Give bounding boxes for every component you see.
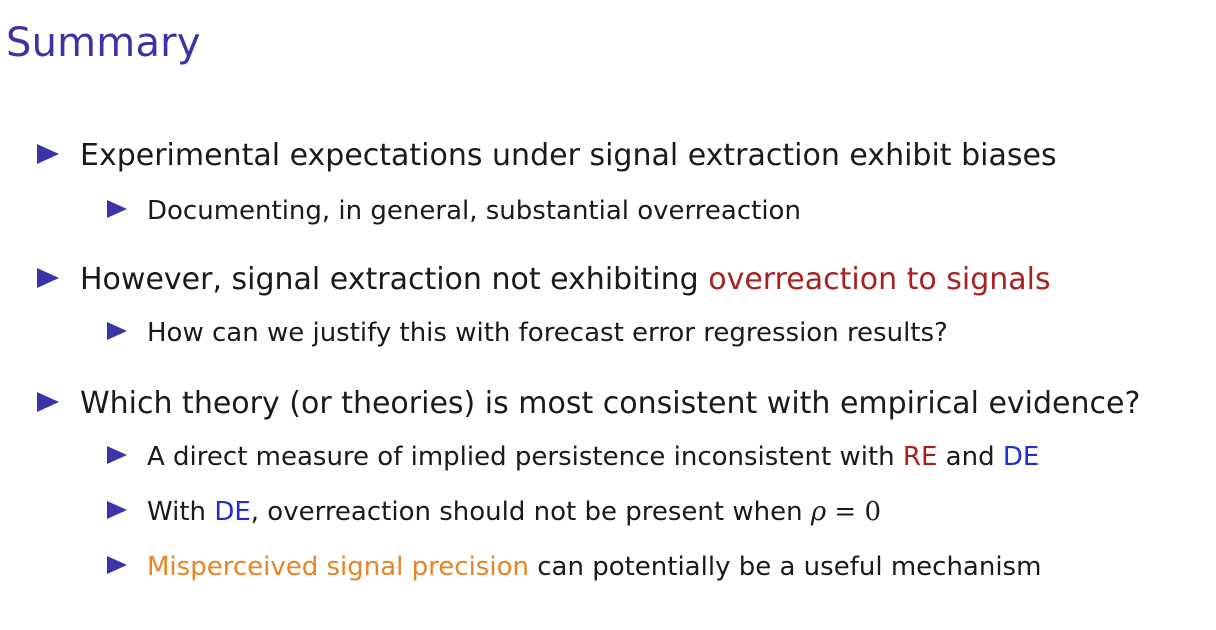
bullet-text: Which theory (or theories) is most consi…: [80, 386, 1141, 421]
triangle-right-icon: [37, 143, 59, 164]
bullet-text: A direct measure of implied persistence …: [147, 442, 903, 472]
bullet-text: Documenting, in general, substantial ove…: [147, 196, 801, 226]
subbullet-with-de: With DE, overreaction should not be pres…: [107, 497, 881, 527]
highlight-overreaction-to-signals: overreaction to signals: [708, 262, 1051, 297]
subbullet-implied-persistence: A direct measure of implied persistence …: [107, 442, 1039, 472]
highlight-de: DE: [214, 497, 251, 527]
bullet-text: With: [147, 497, 215, 527]
subbullet-justify-forecast-error: How can we justify this with forecast er…: [107, 318, 948, 348]
math-zero: 0: [864, 497, 881, 527]
subbullet-misperceived-precision: Misperceived signal precision can potent…: [107, 552, 1041, 582]
bullet-text-after: can potentially be a useful mechanism: [528, 552, 1042, 582]
bullet-experimental-expectations: Experimental expectations under signal e…: [37, 138, 1057, 173]
triangle-right-icon: [107, 321, 127, 340]
bullet-text: However, signal extraction not exhibitin…: [80, 262, 709, 297]
slide-title: Summary: [6, 20, 201, 66]
triangle-right-icon: [107, 555, 127, 574]
highlight-de: DE: [1002, 442, 1040, 472]
bullet-text: How can we justify this with forecast er…: [147, 318, 948, 348]
triangle-right-icon: [107, 199, 127, 218]
math-variable-rho: ρ: [810, 497, 827, 527]
subbullet-documenting-overreaction: Documenting, in general, substantial ove…: [107, 196, 801, 226]
bullet-text-after: , overreaction should not be present whe…: [250, 497, 811, 527]
highlight-re: RE: [902, 442, 938, 472]
triangle-right-icon: [37, 391, 59, 412]
math-equals: =: [826, 497, 865, 527]
bullet-which-theory: Which theory (or theories) is most consi…: [37, 386, 1140, 421]
triangle-right-icon: [107, 445, 127, 464]
bullet-signal-extraction: However, signal extraction not exhibitin…: [37, 262, 1051, 297]
math-rho-equals-zero: ρ = 0: [811, 497, 881, 527]
highlight-misperceived-signal-precision: Misperceived signal precision: [147, 552, 529, 582]
bullet-text-and: and: [937, 442, 1003, 472]
bullet-text: Experimental expectations under signal e…: [80, 138, 1057, 173]
triangle-right-icon: [37, 267, 59, 288]
triangle-right-icon: [107, 500, 127, 519]
